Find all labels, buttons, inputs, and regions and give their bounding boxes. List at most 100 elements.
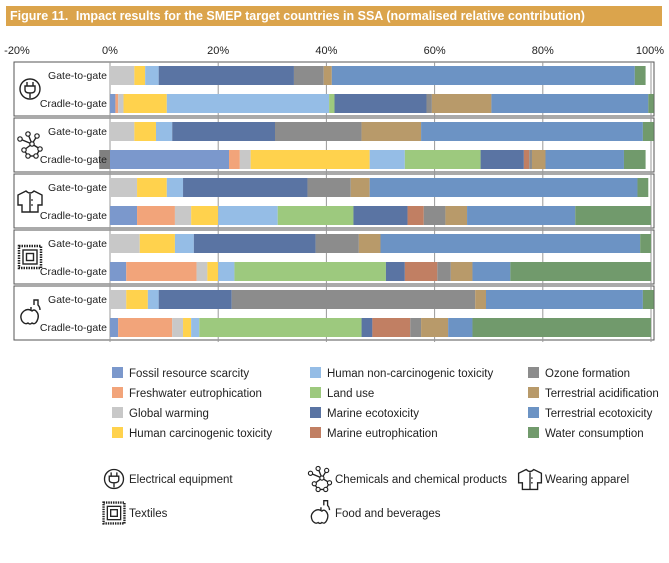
legend-label: Terrestrial acidification	[545, 388, 659, 400]
bar-segment	[642, 122, 654, 141]
bar-segment	[110, 318, 119, 337]
legend-label: Fossil resource scarcity	[129, 368, 249, 380]
bar-segment	[350, 178, 370, 197]
group-frame	[13, 61, 655, 117]
legend-swatch	[112, 387, 123, 398]
figure-header: Figure 11. Impact results for the SMEP t…	[6, 6, 662, 26]
legend-label: Marine eutrophication	[327, 428, 438, 440]
bar-segment	[410, 318, 422, 337]
row-label: Cradle-to-gate	[40, 322, 107, 334]
bar-segment	[275, 122, 362, 141]
bar-segment	[218, 206, 278, 225]
bar-segment	[640, 234, 651, 253]
bar-segment	[110, 178, 138, 197]
bar-segment	[234, 262, 386, 281]
fabric-icon	[17, 244, 43, 270]
bar-segment	[110, 262, 127, 281]
bar-segment	[380, 234, 641, 253]
bar-segment	[448, 318, 473, 337]
bar-segment	[174, 234, 194, 253]
bar-segment	[126, 262, 197, 281]
bar-segment	[369, 150, 405, 169]
bar-segment	[369, 178, 638, 197]
bar-segment	[110, 290, 127, 309]
row-label: Cradle-to-gate	[40, 266, 107, 278]
legend-label: Human non-carcinogenic toxicity	[327, 368, 493, 380]
bar-segment	[334, 94, 427, 113]
bar-segment	[118, 94, 124, 113]
legend-label: Ozone formation	[545, 368, 630, 380]
icon-legend-label: Textiles	[129, 508, 168, 520]
bar-segment	[174, 206, 192, 225]
legend-label: Global warming	[129, 408, 209, 420]
legend-swatch	[112, 407, 123, 418]
bar-segment	[480, 150, 524, 169]
bar-segment	[642, 290, 654, 309]
bar-segment	[231, 290, 476, 309]
bar-segment	[531, 150, 546, 169]
x-tick-label: 100%	[636, 45, 664, 57]
row-label: Cradle-to-gate	[40, 154, 107, 166]
bar-segment	[99, 150, 110, 169]
bar-segment	[361, 122, 422, 141]
bar-segment	[307, 178, 351, 197]
electric-plug-icon	[19, 78, 41, 100]
bar-segment	[191, 206, 219, 225]
bar-segment	[315, 234, 359, 253]
bar-segment	[118, 318, 173, 337]
x-tick-label: 40%	[315, 45, 337, 57]
bar-segment	[426, 94, 432, 113]
bar-segment	[637, 178, 649, 197]
legend-swatch	[112, 427, 123, 438]
x-tick-label: 80%	[532, 45, 554, 57]
bar-segment	[491, 94, 649, 113]
bar-segment	[115, 94, 119, 113]
bar-segment	[172, 122, 276, 141]
legend-swatch	[310, 407, 321, 418]
bar-segment	[467, 206, 576, 225]
bar-segment	[472, 318, 651, 337]
bar-segment	[472, 262, 511, 281]
bar-segment	[193, 234, 316, 253]
bar-segment	[529, 150, 532, 169]
bar-segment	[648, 94, 654, 113]
bar-segment	[634, 66, 646, 85]
bar-segment	[404, 262, 438, 281]
bar-segment	[353, 206, 408, 225]
bar-segment	[158, 290, 232, 309]
x-tick-label: 0%	[102, 45, 118, 57]
x-tick-label: 20%	[207, 45, 229, 57]
bar-segment	[421, 122, 643, 141]
molecule-icon	[17, 131, 43, 159]
bar-segment	[331, 66, 635, 85]
bar-segment	[575, 206, 651, 225]
bar-segment	[475, 290, 486, 309]
bar-segment	[323, 66, 332, 85]
bar-segment	[218, 262, 235, 281]
bar-segment	[172, 318, 184, 337]
icon-legend-label: Chemicals and chemical products	[335, 474, 507, 486]
bar-segment	[361, 318, 373, 337]
legend-swatch	[528, 407, 539, 418]
bar-segment	[485, 290, 643, 309]
bar-segment	[166, 178, 184, 197]
bar-segment	[385, 262, 405, 281]
bar-segment	[110, 122, 135, 141]
bar-segment	[407, 206, 424, 225]
legend-label: Terrestrial ecotoxicity	[545, 408, 653, 420]
bar-segment	[623, 150, 646, 169]
group-frame	[13, 285, 655, 341]
bar-segment	[134, 122, 156, 141]
group-frame	[13, 229, 655, 285]
row-label: Gate-to-gate	[48, 70, 107, 82]
bar-segment	[250, 150, 370, 169]
bar-segment	[358, 234, 381, 253]
bar-segment	[110, 150, 230, 169]
electric-plug-icon	[103, 468, 125, 490]
bar-segment	[199, 318, 362, 337]
bar-segment	[134, 66, 146, 85]
legend-label: Water consumption	[545, 428, 644, 440]
bar-segment	[155, 122, 173, 141]
bar-segment	[431, 94, 492, 113]
